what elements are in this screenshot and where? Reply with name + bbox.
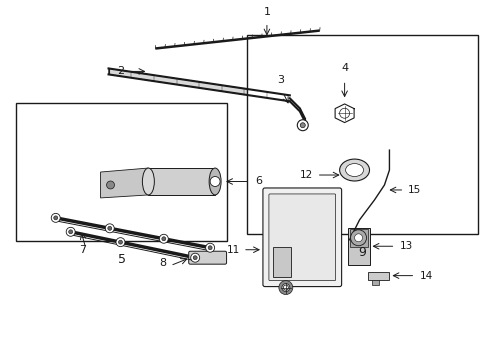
Text: 7: 7 <box>79 245 86 255</box>
Circle shape <box>205 243 214 252</box>
FancyBboxPatch shape <box>263 188 341 287</box>
Circle shape <box>68 230 73 234</box>
Circle shape <box>208 246 212 250</box>
Circle shape <box>162 237 165 241</box>
Circle shape <box>159 234 168 243</box>
Circle shape <box>339 108 349 118</box>
Text: 12: 12 <box>299 170 312 180</box>
Ellipse shape <box>142 168 154 195</box>
Circle shape <box>116 238 125 247</box>
Ellipse shape <box>339 159 369 181</box>
Bar <box>272 247 290 276</box>
Circle shape <box>190 253 199 262</box>
FancyBboxPatch shape <box>268 194 335 280</box>
Bar <box>367 272 388 280</box>
FancyBboxPatch shape <box>188 251 226 264</box>
Text: 14: 14 <box>419 271 432 281</box>
Text: 6: 6 <box>254 176 262 186</box>
Text: 11: 11 <box>226 245 240 255</box>
Text: 9: 9 <box>358 246 366 259</box>
Bar <box>349 229 367 247</box>
Text: 8: 8 <box>159 258 165 268</box>
Text: 3: 3 <box>277 75 284 85</box>
Text: 4: 4 <box>340 63 347 73</box>
Circle shape <box>278 280 292 294</box>
Ellipse shape <box>209 168 221 195</box>
Circle shape <box>193 256 197 260</box>
Circle shape <box>281 284 289 292</box>
Circle shape <box>350 230 366 246</box>
Bar <box>347 228 369 265</box>
Circle shape <box>297 120 307 131</box>
Circle shape <box>106 181 114 189</box>
Text: 2: 2 <box>117 67 124 76</box>
Circle shape <box>300 123 305 128</box>
Bar <box>16 103 227 241</box>
Circle shape <box>66 227 75 236</box>
Text: 1: 1 <box>263 6 270 17</box>
Text: 13: 13 <box>399 241 412 251</box>
Bar <box>371 280 379 285</box>
Text: 10: 10 <box>302 265 315 275</box>
Text: 15: 15 <box>407 185 420 195</box>
Circle shape <box>54 216 58 220</box>
Polygon shape <box>148 168 215 195</box>
Polygon shape <box>108 68 289 101</box>
Polygon shape <box>101 168 148 198</box>
Circle shape <box>105 224 114 233</box>
Circle shape <box>210 176 220 186</box>
Circle shape <box>51 213 60 222</box>
Text: 5: 5 <box>117 253 125 266</box>
Circle shape <box>354 234 362 242</box>
Ellipse shape <box>345 163 363 176</box>
Bar <box>246 35 477 234</box>
Circle shape <box>118 240 122 244</box>
Circle shape <box>283 285 288 290</box>
Circle shape <box>107 226 112 230</box>
